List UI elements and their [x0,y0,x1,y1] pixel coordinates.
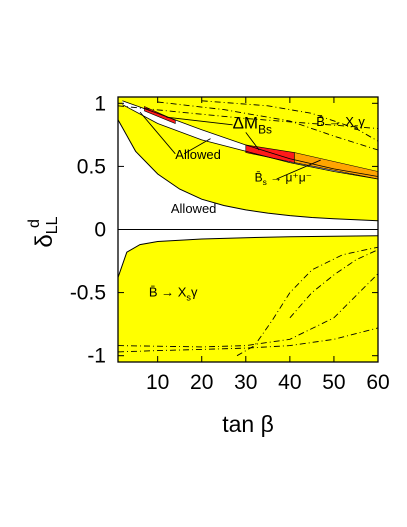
y-axis-label-text: δ [31,234,58,247]
x-tick-label-3: 40 [278,371,301,394]
lower-boundary-line [118,235,378,278]
dash-dot-contour-3 [201,100,378,142]
x-tick-label-5: 60 [366,371,389,394]
leader-line-2 [166,116,233,126]
dash-dot-contour-lower-2 [236,246,378,357]
upper-boundary-line [118,119,378,222]
y-axis-label-sub: LL [44,216,61,234]
y-axis-label: δLL [31,216,61,247]
lower-excluded-region [118,235,378,362]
x-tick-label-4: 50 [322,371,345,394]
allowed-band-lower-line [122,104,378,180]
annotation-2: ΔMBs [233,114,272,137]
leader-line-3 [245,132,260,151]
leader-line-0 [139,111,176,155]
x-axis-label-text: tan β [222,411,274,437]
dash-dot-contour-2 [157,101,378,151]
y-tick-labels: 1 0.5 0 -0.5 -1 [70,92,106,367]
allowed-band-upper-line [122,100,378,177]
annotation-3: B̄ → Xsγ [316,114,365,132]
annotations: Allowed Allowed ΔMBs B̄ → Xsγ B̄s → μ⁺μ⁻ B̄ →… [139,111,365,302]
annotation-1: Allowed [171,201,217,216]
dash-dot-contour-1 [118,105,378,129]
x-tick-label-2: 30 [234,371,257,394]
x-axis-label: tan β [222,411,274,437]
leader-line-1 [183,138,211,155]
annotation-4: B̄s → μ⁺μ⁻ [255,171,312,188]
x-tick-label-0: 10 [146,371,169,394]
x-tick-labels: 10 20 30 40 50 60 [146,371,390,394]
dash-dot-contour-lower-1 [118,273,378,348]
y-axis-label-sup: d [26,219,43,228]
plot-area [118,97,378,362]
y-tick-label-0: 1 [94,92,106,115]
x-tick-label-1: 20 [190,371,213,394]
annotation-5: B̄ → Xsγ [149,284,198,302]
y-tick-label-2: 0 [94,219,106,242]
annotation-0: Allowed [175,147,221,162]
y-tick-label-4: -1 [87,345,106,368]
delta-m-bs-region-lower [245,144,295,163]
y-tick-label-1: 0.5 [77,155,106,178]
axis-ticks [118,97,379,362]
contour-lines [118,100,378,357]
dash-dot-contour-lower-4 [118,327,378,353]
y-tick-label-3: -0.5 [70,282,106,305]
leader-line-4 [276,159,321,180]
dash-dot-contour-lower-3 [289,249,378,319]
